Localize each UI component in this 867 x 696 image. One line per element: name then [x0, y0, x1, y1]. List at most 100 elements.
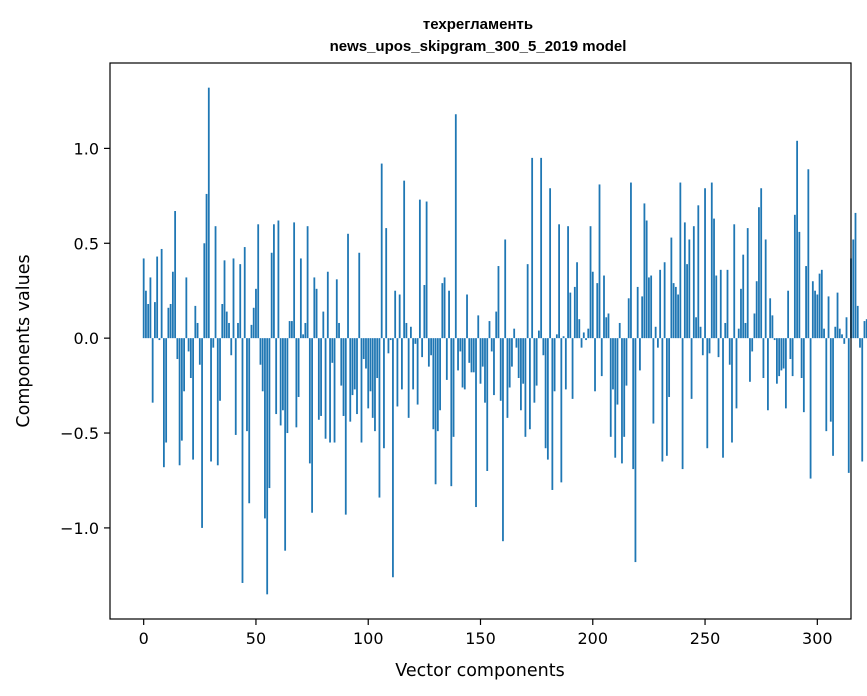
bar	[299, 258, 302, 339]
bar	[201, 338, 203, 528]
bar	[162, 338, 165, 468]
bar	[513, 328, 516, 339]
bar	[791, 338, 794, 377]
bar	[475, 338, 477, 508]
bar-series	[142, 87, 867, 595]
bar	[811, 281, 814, 339]
bar	[560, 338, 563, 483]
bar	[407, 338, 410, 418]
bar	[605, 317, 608, 339]
bar	[338, 322, 340, 339]
bar	[789, 338, 792, 360]
bar	[697, 205, 700, 339]
bar	[335, 279, 338, 339]
bar	[214, 226, 217, 339]
bar	[663, 262, 666, 339]
bar	[508, 338, 511, 388]
bar	[798, 231, 801, 339]
bar	[241, 338, 244, 583]
y-tick-label: 0.0	[74, 329, 99, 348]
bar	[423, 285, 426, 339]
bar	[591, 271, 594, 339]
bar	[621, 338, 623, 464]
bar	[681, 338, 684, 470]
bar	[634, 338, 637, 563]
x-tick-label: 0	[139, 629, 149, 648]
bar	[654, 326, 657, 339]
bar	[529, 338, 531, 430]
bar	[553, 338, 556, 392]
y-tick-label: −0.5	[60, 424, 99, 443]
bar	[596, 283, 599, 339]
bar	[317, 338, 320, 420]
bar	[439, 338, 441, 411]
bar	[796, 140, 799, 339]
bar	[531, 157, 534, 339]
bar	[154, 302, 156, 339]
bar	[394, 290, 397, 339]
bar	[526, 264, 529, 339]
bar	[412, 338, 415, 390]
bar	[304, 322, 307, 339]
bar	[726, 269, 729, 339]
bar	[533, 338, 536, 403]
bar	[401, 338, 403, 390]
bar	[149, 277, 152, 339]
bar	[371, 338, 374, 418]
bar	[180, 338, 183, 441]
bar	[347, 233, 349, 339]
bar	[865, 319, 867, 339]
bar	[477, 315, 480, 339]
bar	[793, 214, 796, 339]
bar	[178, 338, 181, 466]
bar	[520, 338, 522, 411]
bar	[324, 338, 327, 439]
bar	[194, 305, 197, 339]
bar	[737, 328, 740, 339]
bar	[261, 338, 264, 392]
bar	[207, 87, 210, 339]
bar	[225, 311, 228, 339]
bar	[457, 338, 459, 371]
bar	[293, 222, 296, 339]
bar	[414, 338, 417, 344]
bar	[699, 326, 702, 339]
bar	[567, 226, 569, 339]
bar	[506, 338, 509, 418]
bar	[769, 298, 772, 339]
bar	[708, 338, 711, 354]
bar	[403, 180, 406, 339]
bar	[690, 338, 693, 399]
bar	[679, 182, 682, 339]
bar	[221, 303, 224, 339]
bar	[499, 338, 502, 401]
bar	[232, 258, 235, 339]
bar	[461, 338, 464, 388]
bar	[724, 322, 727, 339]
bar	[692, 226, 695, 339]
bar	[369, 338, 372, 392]
bar	[203, 243, 206, 339]
bar	[504, 239, 507, 339]
bar	[239, 264, 242, 339]
bar	[670, 237, 673, 339]
bar	[171, 271, 174, 339]
bar	[580, 338, 583, 348]
bar	[749, 338, 751, 382]
bar	[731, 338, 733, 443]
bar	[295, 338, 298, 428]
bar	[576, 262, 578, 339]
bar	[282, 338, 284, 411]
bar	[353, 338, 356, 390]
bar	[823, 328, 825, 339]
bar	[715, 275, 718, 339]
bar	[380, 163, 383, 339]
bar	[612, 338, 614, 390]
bar	[306, 226, 309, 339]
bar	[544, 338, 547, 449]
bar	[751, 338, 754, 352]
bar	[535, 338, 538, 386]
bar	[302, 334, 305, 339]
bar	[784, 338, 787, 409]
bar	[838, 328, 841, 339]
